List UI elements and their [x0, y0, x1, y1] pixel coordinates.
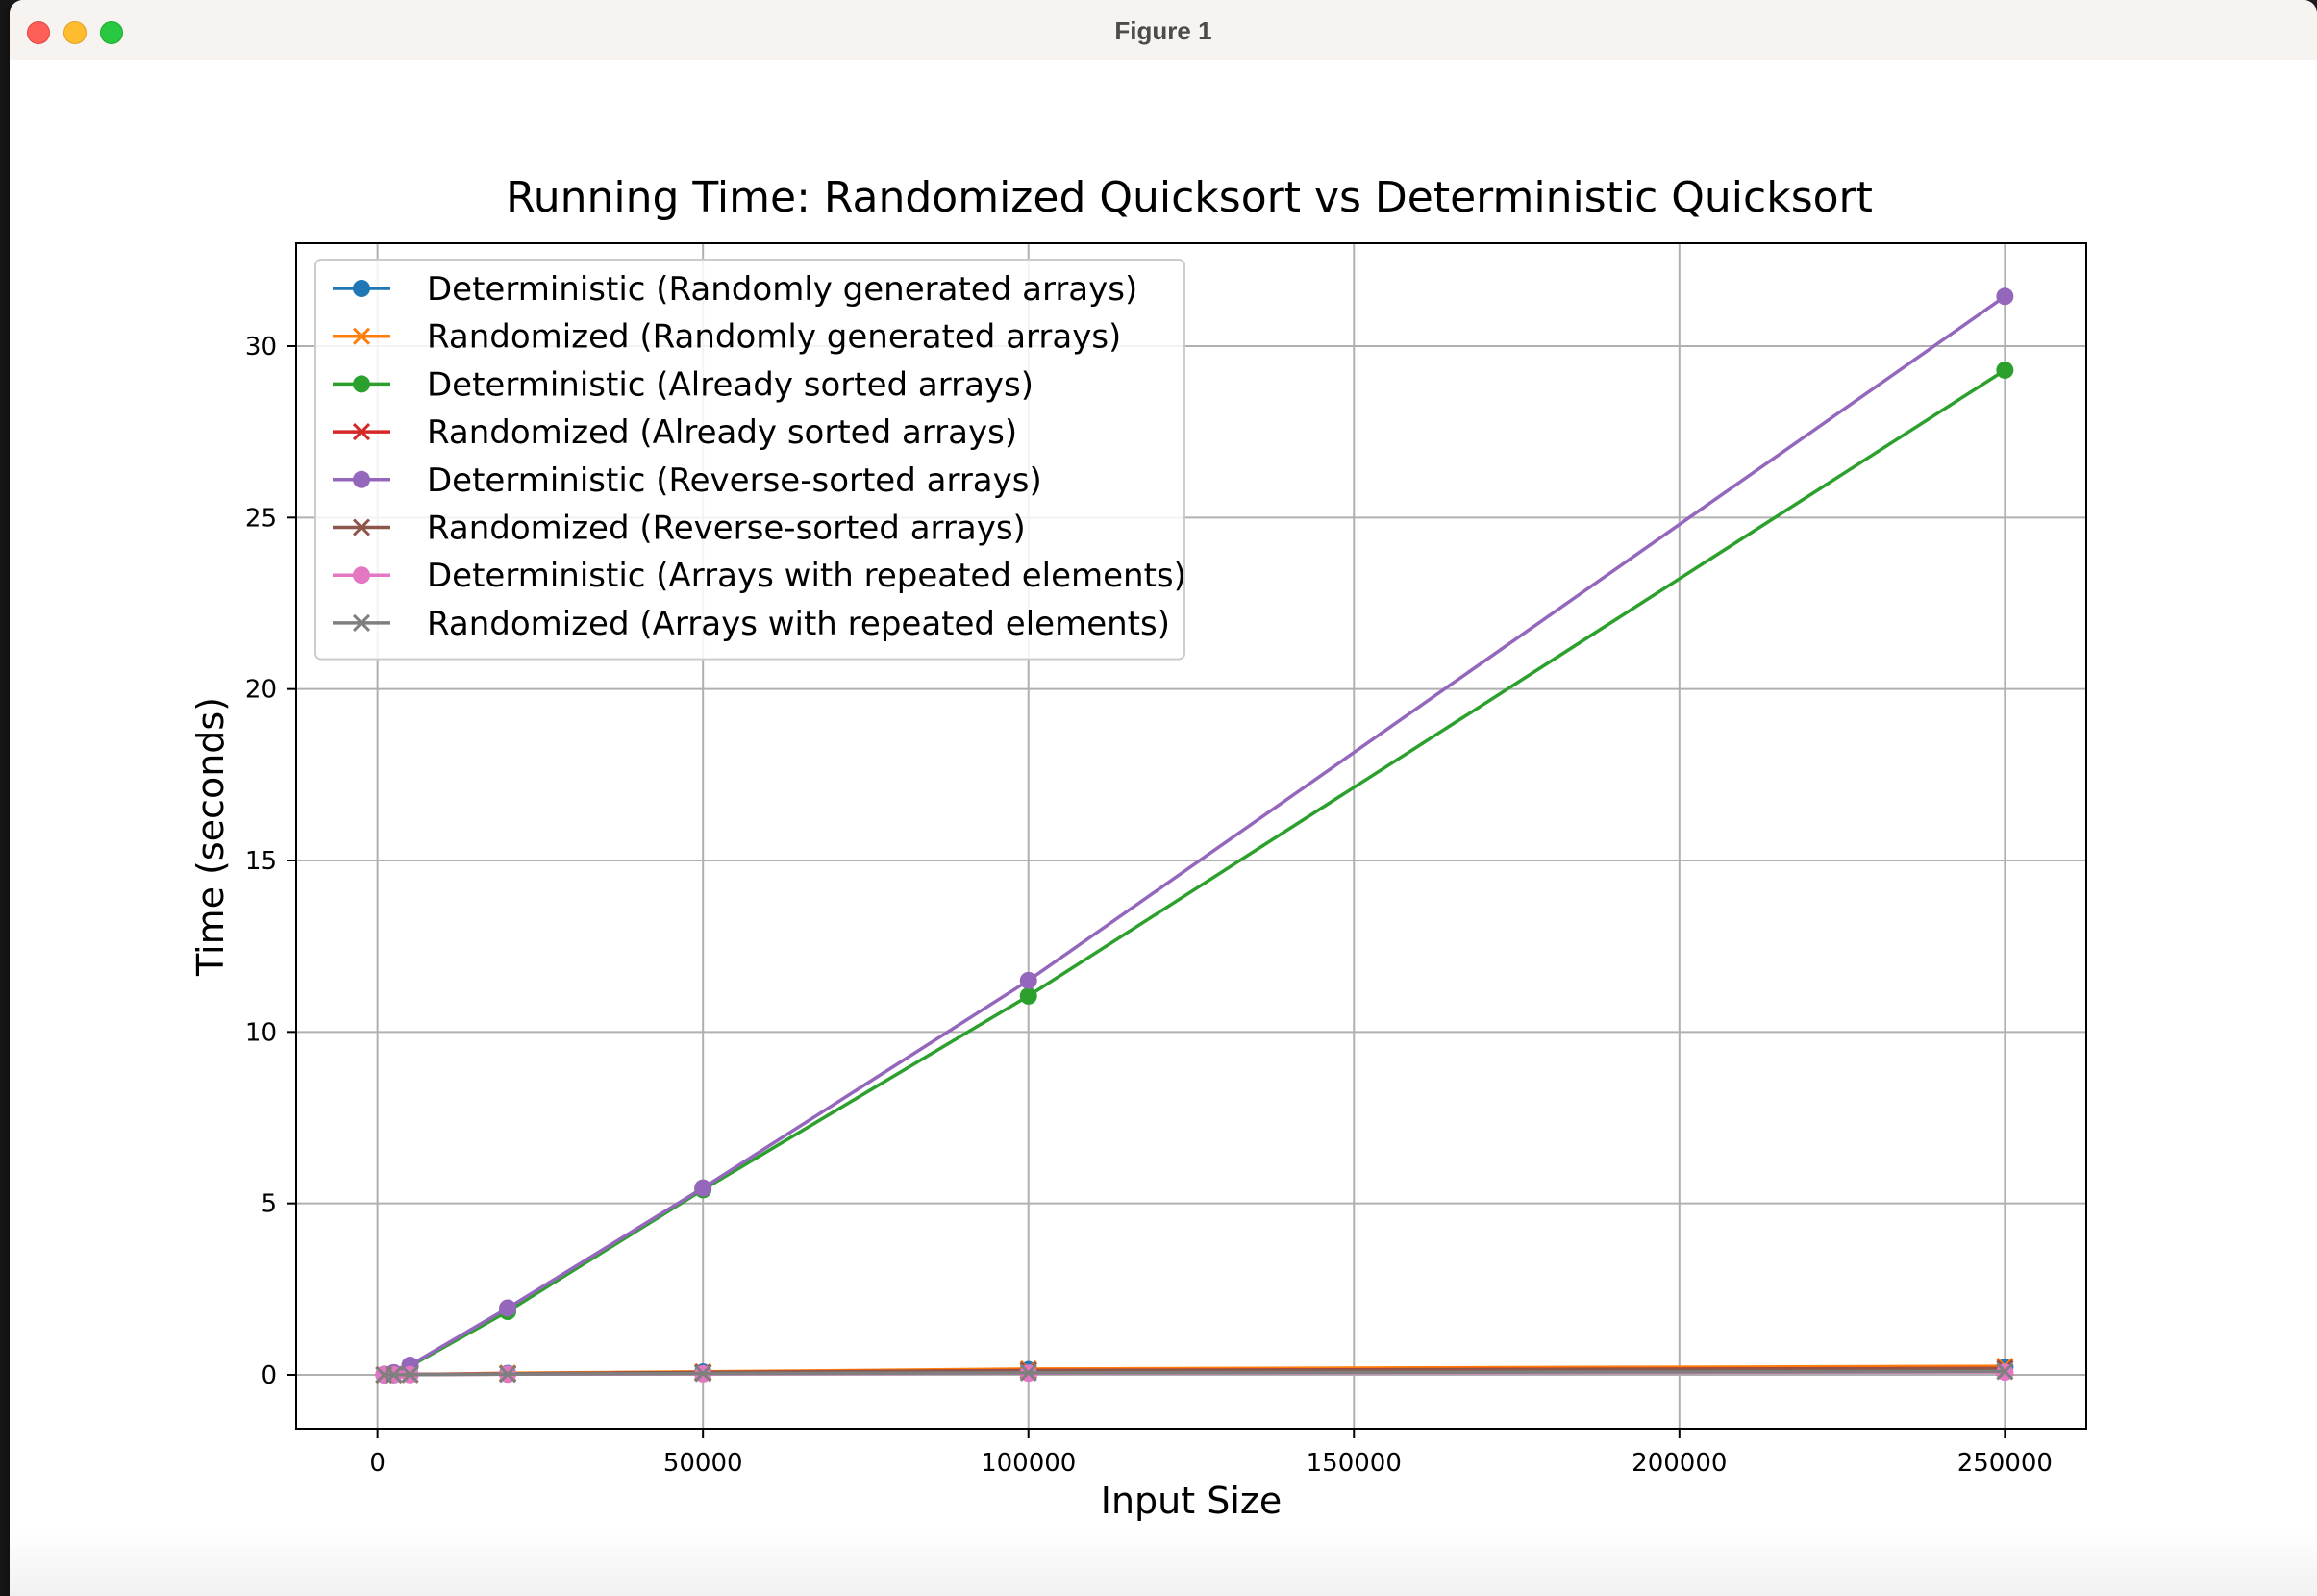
x-marker-stroke [498, 1365, 517, 1384]
minimize-window-button[interactable] [63, 21, 87, 44]
y-tick-label: 0 [261, 1361, 277, 1390]
legend-marker [353, 280, 370, 297]
legend-item: Deterministic (Arrays with repeated elem… [333, 557, 1186, 595]
y-tick-label: 15 [245, 847, 277, 876]
chart-title: Running Time: Randomized Quicksort vs De… [506, 173, 1873, 222]
legend-item: Randomized (Randomly generated arrays) [333, 318, 1121, 357]
legend-label: Deterministic (Already sorted arrays) [427, 365, 1034, 404]
x-tick-label: 200000 [1632, 1449, 1727, 1478]
window-bottom-edge [10, 1529, 2317, 1596]
legend-item: Randomized (Already sorted arrays) [333, 413, 1017, 452]
legend: Deterministic (Randomly generated arrays… [314, 259, 1186, 661]
y-tick-label: 5 [261, 1190, 277, 1219]
data-point [694, 1179, 712, 1197]
figure-canvas: Running Time: Randomized Quicksort vs De… [10, 60, 2317, 1596]
x-marker-stroke [352, 423, 371, 441]
legend-label: Randomized (Randomly generated arrays) [427, 318, 1121, 357]
data-point [1019, 971, 1037, 989]
plot-frame [295, 242, 2087, 1430]
x-marker-stroke [352, 518, 371, 536]
x-axis-label: Input Size [1101, 1480, 1282, 1522]
x-tick-label: 250000 [1957, 1449, 2053, 1478]
y-tick-label: 30 [245, 333, 277, 362]
legend-label: Deterministic (Arrays with repeated elem… [427, 557, 1186, 595]
legend-box [314, 259, 1185, 661]
data-point [694, 1364, 712, 1383]
data-point [499, 1299, 517, 1317]
legend-label: Randomized (Already sorted arrays) [427, 413, 1017, 452]
legend-item: Randomized (Reverse-sorted arrays) [333, 510, 1026, 548]
x-marker-stroke [352, 613, 371, 632]
legend-item: Deterministic (Already sorted arrays) [333, 365, 1034, 404]
x-marker-stroke [694, 1364, 712, 1383]
legend-item: Randomized (Arrays with repeated element… [333, 605, 1170, 643]
legend-label: Randomized (Reverse-sorted arrays) [427, 510, 1026, 548]
data-point [1019, 986, 1037, 1005]
legend-label: Deterministic (Randomly generated arrays… [427, 270, 1137, 309]
grid-lines [296, 243, 2086, 1429]
data-point [1996, 287, 2014, 306]
window-title: Figure 1 [1114, 16, 1212, 45]
series-8 [375, 1362, 2014, 1384]
line-chart: Running Time: Randomized Quicksort vs De… [189, 173, 2087, 1522]
x-tick-label: 50000 [663, 1449, 743, 1478]
legend-item: Deterministic (Reverse-sorted arrays) [333, 461, 1042, 500]
x-tick-label: 150000 [1307, 1449, 1402, 1478]
legend-marker [352, 327, 371, 345]
y-axis-label: Time (seconds) [189, 697, 232, 977]
y-tick-label: 25 [245, 504, 277, 533]
data-point [385, 1365, 403, 1384]
legend-marker [352, 613, 371, 632]
data-point [1996, 361, 2014, 379]
legend-label: Deterministic (Reverse-sorted arrays) [427, 461, 1042, 500]
zoom-window-button[interactable] [100, 21, 123, 44]
legend-marker [353, 470, 370, 488]
legend-marker [352, 518, 371, 536]
x-marker-stroke [401, 1365, 419, 1384]
x-marker-stroke [352, 327, 371, 345]
axis-ticks: 0 50000 100000 150000 200000 250000 0 5 10 15 20 25… [245, 333, 2053, 1478]
y-tick-label: 10 [245, 1018, 277, 1047]
y-tick-label: 20 [245, 676, 277, 705]
data-point [1019, 1363, 1037, 1382]
x-tick-label: 0 [369, 1449, 386, 1478]
legend-label: Randomized (Arrays with repeated element… [427, 605, 1170, 643]
figure-window: Figure 1 Running Time: Randomized Quicks… [10, 0, 2317, 1596]
data-point [498, 1365, 517, 1384]
series-lines [375, 287, 2014, 1384]
legend-item: Deterministic (Randomly generated arrays… [333, 270, 1137, 309]
data-point [401, 1365, 419, 1384]
x-marker-stroke [385, 1365, 403, 1384]
x-tick-label: 100000 [981, 1449, 1076, 1478]
x-marker-stroke [1996, 1362, 2014, 1381]
legend-marker [353, 566, 370, 585]
data-point [1996, 1362, 2014, 1381]
legend-marker [352, 423, 371, 441]
desktop-background [0, 0, 10, 1596]
title-bar: Figure 1 [10, 0, 2317, 61]
x-marker-stroke [1019, 1363, 1037, 1382]
close-window-button[interactable] [27, 21, 50, 44]
legend-marker [353, 375, 370, 393]
